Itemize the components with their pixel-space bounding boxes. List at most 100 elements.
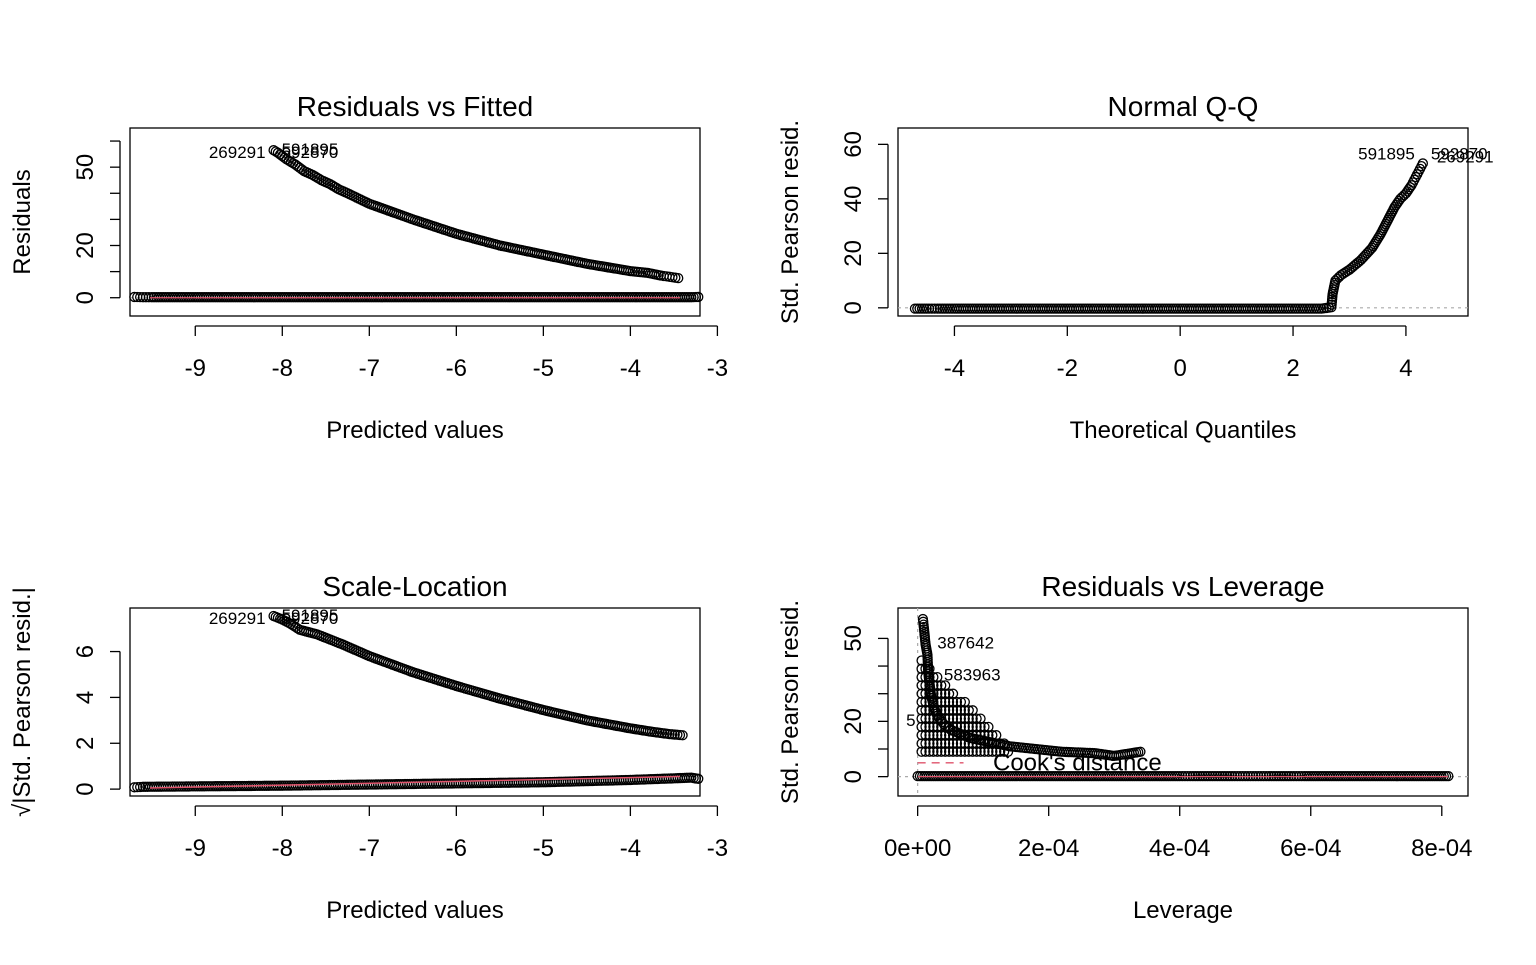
data-point	[135, 781, 146, 793]
data-point	[940, 705, 951, 716]
data-point	[955, 721, 967, 733]
data-point	[975, 730, 986, 741]
data-point	[955, 730, 967, 741]
data-point	[936, 721, 947, 733]
data-point	[1002, 746, 1014, 757]
data-point	[940, 688, 951, 699]
data-point	[963, 730, 974, 741]
data-point	[940, 721, 951, 733]
data-point	[963, 705, 974, 716]
data-point	[693, 773, 704, 784]
y-tick-label: 0	[72, 782, 99, 795]
panel-1: Residuals vs Fitted -9 -8 -7 -6 -5 -4 -3 Predict…	[9, 91, 728, 444]
y-tick-label: 20	[72, 232, 99, 259]
data-point	[947, 730, 959, 741]
data-point	[955, 696, 967, 708]
point-label: 269291	[1437, 147, 1494, 166]
data-point	[951, 738, 963, 749]
data-point	[928, 680, 939, 691]
data-point	[1135, 746, 1146, 757]
data-point	[967, 738, 978, 749]
y-tick-label: 20	[840, 708, 867, 735]
data-point	[947, 705, 959, 716]
data-point	[920, 730, 931, 741]
point-labels: 387642 583963 5 Cook's distance	[906, 634, 1161, 777]
data-point	[936, 746, 947, 757]
data-point	[924, 663, 935, 674]
data-point	[928, 688, 939, 699]
data-point	[943, 746, 955, 757]
data-point	[928, 696, 939, 708]
data-point	[940, 713, 951, 724]
y-tick-label: 0	[72, 291, 99, 304]
data-point	[947, 696, 959, 708]
leverage-cluster	[916, 655, 1014, 757]
y-axis-label: √|Std. Pearson resid.|	[9, 587, 36, 817]
data-point	[943, 705, 955, 716]
panel-3: Scale-Location -9 -8 -7 -6 -5 -4 -3 Predicted va…	[9, 571, 728, 924]
point-label: 591895	[282, 140, 339, 159]
data-point	[677, 730, 688, 741]
data-point	[979, 746, 990, 757]
data-point	[971, 730, 982, 741]
y-axis: 0 2 4 6	[72, 645, 121, 796]
point-label: 592870	[282, 143, 339, 162]
data-point	[943, 730, 955, 741]
data-point	[983, 746, 994, 757]
x-axis-label: Leverage	[1133, 897, 1233, 924]
y-tick-label: 50	[840, 625, 867, 652]
x-tick-label: -9	[185, 835, 206, 862]
data-point	[924, 721, 935, 733]
data-point	[995, 746, 1006, 757]
data-point	[947, 688, 959, 699]
point-label: 591895	[282, 606, 339, 625]
data-point	[947, 738, 959, 749]
data-point	[916, 721, 927, 733]
data-points	[129, 145, 704, 303]
x-tick-label: -6	[446, 355, 467, 382]
data-point	[967, 721, 978, 733]
data-point	[920, 705, 931, 716]
data-point	[916, 696, 927, 708]
data-point	[1330, 275, 1341, 286]
data-point	[951, 746, 963, 757]
data-point	[951, 713, 963, 724]
x-axis-label: Theoretical Quantiles	[1070, 417, 1297, 444]
x-tick-label: 6e-04	[1280, 835, 1341, 862]
point-label: 591895	[1358, 144, 1415, 163]
data-point	[929, 303, 940, 314]
data-point	[920, 671, 931, 683]
plot-frame	[897, 127, 1469, 317]
data-point	[943, 721, 955, 733]
data-point	[924, 738, 935, 749]
data-point	[1395, 193, 1406, 204]
data-point	[979, 730, 990, 741]
data-point	[971, 713, 982, 724]
point-label: 592870	[1431, 144, 1488, 163]
data-point	[920, 746, 931, 757]
data-point	[924, 705, 935, 716]
x-tick-label: -9	[185, 355, 206, 382]
data-point	[916, 663, 927, 674]
data-point	[936, 680, 947, 691]
x-tick-label: -3	[707, 355, 728, 382]
data-point	[943, 696, 955, 708]
data-point	[951, 721, 963, 733]
data-point	[951, 705, 963, 716]
data-point	[943, 738, 955, 749]
data-point	[975, 713, 986, 724]
data-point	[959, 713, 970, 724]
data-point	[983, 738, 994, 749]
data-point	[963, 746, 974, 757]
x-tick-label: -3	[707, 835, 728, 862]
data-point	[932, 746, 943, 757]
x-tick-label: -7	[359, 835, 380, 862]
point-label: 387642	[937, 634, 994, 653]
data-point	[932, 696, 943, 708]
data-point	[959, 746, 970, 757]
x-tick-label: -4	[944, 355, 965, 382]
point-label: 583963	[944, 665, 1001, 684]
x-tick-label: -8	[272, 355, 293, 382]
data-point	[928, 721, 939, 733]
data-point	[951, 730, 963, 741]
